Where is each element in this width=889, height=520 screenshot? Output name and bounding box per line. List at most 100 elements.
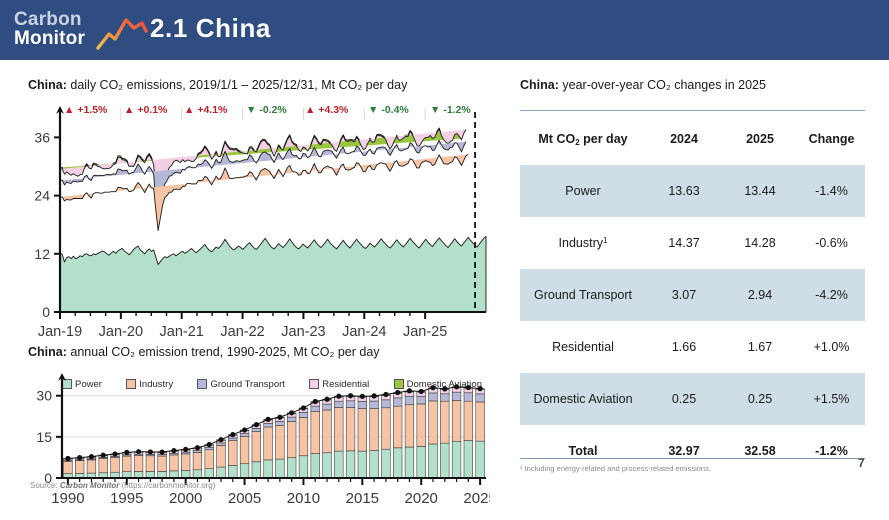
bar-segment-power (416, 446, 426, 479)
slide-2-1-china: Carbon Monitor 2.1 China China: daily CO… (0, 0, 889, 507)
table-title: China: year-over-year CO₂ changes in 202… (520, 78, 766, 92)
slide-header: Carbon Monitor 2.1 China (0, 0, 889, 60)
bar-segment-ground-transport (310, 405, 320, 412)
bar-segment-power (169, 470, 179, 479)
x-tick-label: 2025 (463, 490, 490, 507)
table-cell-category: Industry1 (558, 236, 608, 250)
bar-segment-industry (239, 436, 250, 465)
legend-label-industry: Industry (139, 378, 174, 390)
table-cell-2024: 1.66 (671, 340, 697, 354)
bar-segment-power (393, 447, 403, 479)
bar-segment-power (428, 443, 438, 479)
total-marker-dot (77, 455, 83, 461)
table-cell-change: -4.2% (798, 269, 865, 321)
bar-segment-industry (145, 455, 155, 472)
bar-segment-industry (228, 440, 238, 466)
bar-segment-power (369, 450, 379, 479)
bar-segment-industry (157, 455, 167, 472)
table-cell-category: Domestic Aviation (520, 373, 646, 425)
table-cell-category: Residential (552, 340, 614, 354)
area-ground-transport (59, 139, 467, 227)
total-marker-dot (147, 449, 153, 455)
bar-segment-power (381, 448, 391, 479)
x-tick-label: 1995 (110, 490, 143, 507)
bar-segment-power (216, 466, 226, 479)
table-cell-2025: 1.67 (747, 340, 773, 354)
yoy-label-2025: ▼ -1.2% (430, 104, 471, 116)
bar-segment-industry (357, 408, 367, 452)
yoy-label-2021: ▲ +4.1% (184, 104, 228, 116)
legend-label-power: Power (75, 378, 102, 390)
total-marker-dot (395, 389, 401, 396)
bar-segment-ground-transport (204, 447, 214, 451)
table-row: Total 32.97 32.58 -1.2% (520, 425, 865, 477)
bar-segment-industry (428, 400, 438, 445)
y-tick-label: 24 (34, 188, 50, 204)
logo-text-monitor: Monitor (14, 28, 86, 49)
x-tick-label: 2000 (169, 490, 202, 507)
bar-segment-power (463, 440, 473, 479)
bar-segment-power (228, 465, 238, 479)
bar-segment-ground-transport (393, 397, 403, 407)
x-tick-label: 2005 (228, 490, 261, 507)
legend-label-residential: Residential (322, 378, 370, 390)
total-marker-dot (218, 437, 224, 443)
bar-segment-ground-transport (428, 392, 438, 402)
yoy-annotation-row: ▲ +1.5% ▲ +0.1% ▲ +4.1% ▼ -0.2% ▲ +4.3% … (60, 104, 488, 120)
legend-swatch-ground-transport (197, 379, 208, 389)
table-row: Power 13.63 13.44 -1.4% (520, 165, 865, 217)
bar-segment-ground-transport (251, 428, 261, 432)
table-cell-2024: 14.37 (668, 236, 700, 250)
table-cell-change: +1.5% (798, 373, 865, 425)
total-marker-dot (124, 449, 130, 455)
left-column: China: daily CO₂ emissions, 2019/1/1 – 2… (0, 60, 505, 507)
bar-segment-ground-transport (263, 423, 273, 428)
bar-segment-industry (263, 426, 273, 461)
carbon-monitor-logo: Carbon Monitor (14, 10, 148, 52)
total-marker-dot (312, 398, 318, 405)
right-column: China: year-over-year CO₂ changes in 202… (510, 60, 889, 500)
y-axis-arrow (58, 373, 66, 381)
bar-segment-industry (122, 455, 132, 472)
bar-segment-ground-transport (463, 392, 473, 402)
bar-segment-ground-transport (334, 400, 344, 408)
yoy-label-2023: ▲ +4.3% (305, 104, 349, 116)
table-cell-category: Ground Transport (520, 269, 646, 321)
table-header-metric: Mt CO2 per day (538, 131, 628, 147)
source-url: (https://carbonmonitor.org) (121, 481, 216, 490)
daily-title-country: China: (28, 78, 67, 92)
table-header-row: Mt CO2 per day 2024 2025 Change (520, 112, 865, 165)
yoy-arrow-down-icon: ▼ (368, 104, 379, 116)
bar-segment-industry (475, 401, 485, 442)
x-tick-label: Jan-21 (160, 324, 204, 340)
yoy-arrow-up-icon: ▲ (124, 104, 135, 116)
bar-segment-power (310, 453, 320, 479)
bar-segment-power (298, 455, 309, 479)
table-footnote: ¹ Including energy-related and process-r… (520, 464, 711, 473)
bar-segment-ground-transport (298, 412, 309, 418)
table-cell-change: -0.6% (815, 236, 848, 250)
total-marker-dot (265, 416, 271, 422)
total-marker-dot (88, 454, 95, 460)
y-axis-arrow (56, 106, 64, 114)
page-number: 7 (858, 456, 865, 470)
bar-segment-power (287, 457, 297, 479)
bar-segment-power (451, 440, 462, 479)
daily-chart-title: China: daily CO₂ emissions, 2019/1/1 – 2… (28, 78, 407, 92)
y-tick-label: 12 (34, 246, 50, 262)
bar-segment-industry (86, 459, 97, 474)
total-marker-dot (230, 431, 236, 438)
total-marker-dot (383, 391, 389, 398)
x-tick-label: Jan-22 (220, 324, 264, 340)
table-row: Ground Transport 3.07 2.94 -4.2% (520, 269, 865, 321)
x-tick-label: Jan-19 (38, 324, 82, 340)
bar-segment-ground-transport (322, 403, 332, 411)
bar-segment-industry (416, 403, 426, 447)
total-marker-dot (112, 451, 118, 457)
y-tick-label: 36 (34, 129, 50, 145)
bar-segment-power (263, 459, 273, 479)
total-marker-dot (194, 445, 201, 451)
yoy-arrow-down-icon: ▼ (246, 104, 257, 116)
x-tick-label: Jan-24 (342, 324, 386, 340)
bar-segment-industry (334, 407, 344, 452)
